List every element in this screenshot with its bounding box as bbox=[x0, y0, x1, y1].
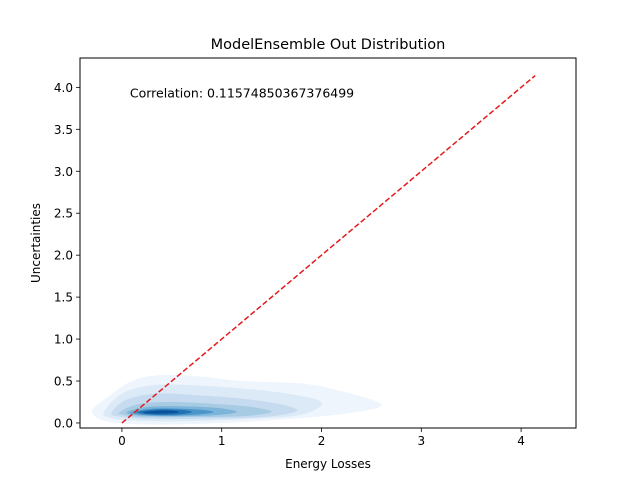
y-tick-label: 3.0 bbox=[54, 165, 73, 179]
x-tick-label: 2 bbox=[318, 434, 326, 448]
y-tick-label: 0.0 bbox=[54, 416, 73, 430]
x-tick-label: 3 bbox=[417, 434, 425, 448]
y-tick-label: 0.5 bbox=[54, 375, 73, 389]
density-level-8 bbox=[142, 410, 179, 414]
y-axis-ticks: 0.0 0.5 1.0 1.5 2.0 2.5 3.0 3.5 4.0 bbox=[54, 81, 80, 430]
y-axis-label: Uncertainties bbox=[29, 203, 43, 283]
chart-title: ModelEnsemble Out Distribution bbox=[211, 37, 446, 53]
x-tick-label: 1 bbox=[218, 434, 226, 448]
density-contours bbox=[92, 374, 382, 425]
reference-line-group bbox=[121, 75, 536, 424]
y-tick-label: 3.5 bbox=[54, 123, 73, 137]
y-tick-label: 4.0 bbox=[54, 81, 73, 95]
y-tick-label: 2.5 bbox=[54, 207, 73, 221]
y-tick-label: 1.5 bbox=[54, 291, 73, 305]
x-tick-label: 0 bbox=[118, 434, 126, 448]
x-axis-ticks: 0 1 2 3 4 bbox=[118, 428, 525, 448]
correlation-annotation: Correlation: 0.11574850367376499 bbox=[130, 86, 354, 101]
y-tick-label: 2.0 bbox=[54, 249, 73, 263]
x-tick-label: 4 bbox=[517, 434, 525, 448]
x-axis-label: Energy Losses bbox=[285, 457, 371, 471]
plot-frame bbox=[79, 57, 577, 429]
reference-line bbox=[121, 75, 536, 424]
y-tick-label: 1.0 bbox=[54, 333, 73, 347]
